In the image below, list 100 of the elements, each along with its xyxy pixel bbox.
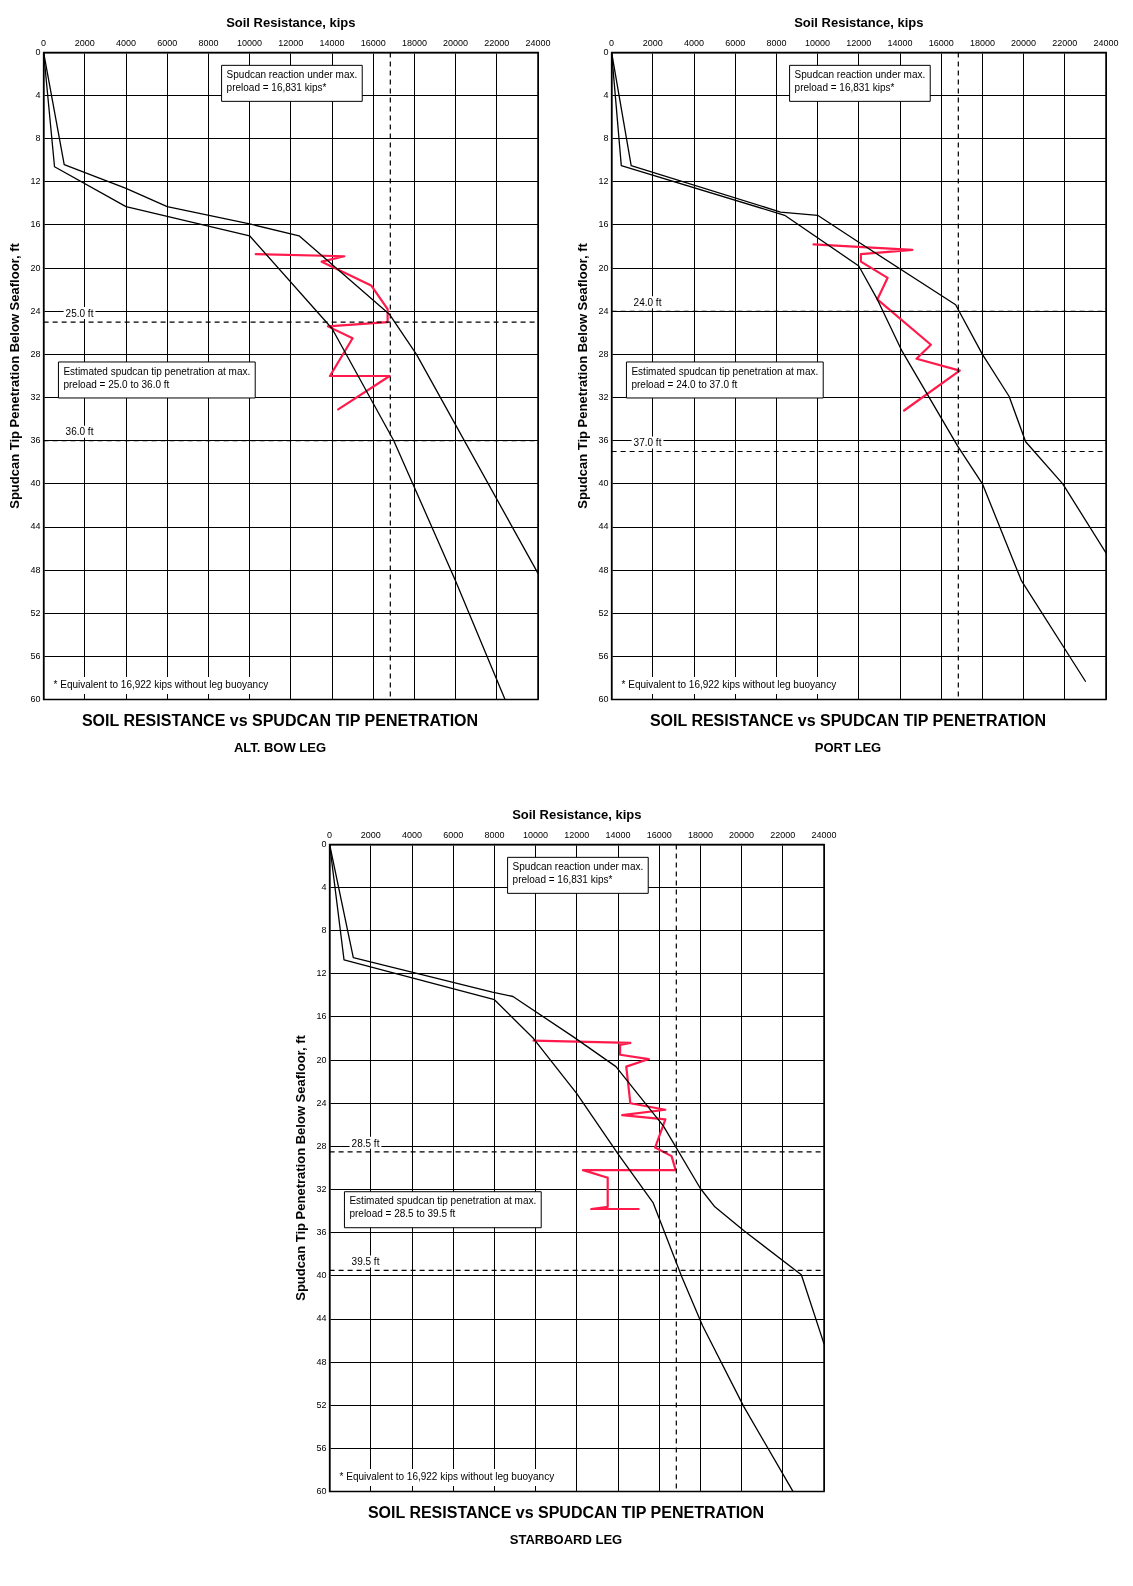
text: ALT. BOW LEG — [232, 740, 328, 755]
y-tick-label: 4 — [603, 90, 609, 101]
text: SOIL RESISTANCE vs SPUDCAN TIP PENETRATION — [648, 712, 1048, 730]
x-tick-label: 2000 — [642, 38, 663, 49]
x-tick-label: 20000 — [729, 830, 755, 841]
x-tick-label: 18000 — [401, 38, 427, 49]
y-tick-label: 44 — [316, 1313, 327, 1324]
x-tick-label: 22000 — [770, 830, 796, 841]
y-tick-label: 32 — [30, 392, 41, 403]
y-tick-label: 12 — [598, 176, 609, 187]
y-tick-label: 52 — [598, 607, 609, 618]
x-tick-label: 6000 — [443, 830, 464, 841]
ref-line-label: 39.5 ft — [351, 1256, 380, 1268]
x-tick-label: 12000 — [278, 38, 304, 49]
y-tick-label: 36 — [598, 435, 609, 446]
text: PORT LEG — [813, 740, 883, 755]
y-tick-label: 56 — [316, 1442, 327, 1453]
y-tick-label: 40 — [30, 478, 41, 489]
ref-line-label: 36.0 ft — [65, 426, 94, 438]
ref-line-label: 24.0 ft — [633, 297, 662, 309]
y-tick-label: 36 — [316, 1227, 327, 1238]
x-tick-label: 14000 — [319, 38, 345, 49]
y-tick-label: 8 — [603, 133, 609, 144]
x-tick-label: 20000 — [1011, 38, 1037, 49]
y-tick-label: 36 — [30, 435, 41, 446]
y-tick-label: 12 — [316, 968, 327, 979]
annotation: Spudcan reaction under max. preload = 16,831 kips* — [512, 861, 644, 886]
y-axis-title: Spudcan Tip Penetration Below Seafloor, ft — [293, 1034, 309, 1301]
y-tick-label: 24 — [30, 305, 41, 316]
y-tick-label: 60 — [598, 694, 609, 705]
x-tick-label: 10000 — [523, 830, 549, 841]
y-tick-label: 24 — [598, 305, 609, 316]
x-tick-label: 2000 — [74, 38, 95, 49]
x-tick-label: 18000 — [969, 38, 995, 49]
x-tick-label: 6000 — [725, 38, 746, 49]
y-tick-label: 0 — [603, 46, 609, 57]
x-tick-label: 24000 — [811, 830, 837, 841]
y-tick-label: 60 — [316, 1486, 327, 1497]
y-tick-label: 16 — [316, 1011, 327, 1022]
y-tick-label: 12 — [30, 176, 41, 187]
x-tick-label: 4000 — [115, 38, 137, 49]
x-tick-label: 10000 — [237, 38, 263, 49]
x-tick-label: 18000 — [687, 830, 713, 841]
x-tick-label: 8000 — [484, 830, 505, 841]
x-tick-label: 22000 — [1052, 38, 1078, 49]
y-tick-label: 32 — [316, 1184, 327, 1195]
y-tick-label: 16 — [30, 219, 41, 230]
y-tick-label: 16 — [598, 219, 609, 230]
y-tick-label: 4 — [35, 90, 41, 101]
y-tick-label: 32 — [598, 392, 609, 403]
y-tick-label: 20 — [598, 262, 609, 273]
y-tick-label: 48 — [316, 1356, 327, 1367]
annotation: * Equivalent to 16,922 kips without leg buoyancy — [339, 1470, 555, 1482]
annotation: Spudcan reaction under max. preload = 16,831 kips* — [794, 69, 926, 94]
y-tick-label: 20 — [316, 1054, 327, 1065]
y-tick-label: 28 — [316, 1140, 327, 1151]
x-tick-label: 14000 — [605, 830, 631, 841]
x-tick-label: 6000 — [157, 38, 178, 49]
x-tick-label: 4000 — [683, 38, 705, 49]
x-tick-label: 24000 — [525, 38, 551, 49]
y-tick-label: 44 — [30, 521, 41, 532]
x-tick-label: 22000 — [484, 38, 510, 49]
x-tick-label: 4000 — [401, 830, 423, 841]
text: SOIL RESISTANCE vs SPUDCAN TIP PENETRATION — [366, 1504, 766, 1522]
y-tick-label: 8 — [321, 925, 327, 936]
annotation: * Equivalent to 16,922 kips without leg buoyancy — [621, 678, 837, 690]
y-tick-label: 48 — [598, 564, 609, 575]
y-tick-label: 0 — [35, 46, 41, 57]
y-tick-label: 40 — [598, 478, 609, 489]
x-tick-label: 20000 — [443, 38, 469, 49]
y-tick-label: 52 — [316, 1399, 327, 1410]
x-axis-title: Soil Resistance, kips — [226, 15, 356, 31]
x-tick-label: 8000 — [198, 38, 219, 49]
annotation: Estimated spudcan tip penetration at max. preload = 28.5 to 39.5 ft — [349, 1195, 537, 1220]
ref-line-label: 25.0 ft — [65, 307, 94, 319]
x-tick-label: 16000 — [360, 38, 386, 49]
y-tick-label: 56 — [598, 650, 609, 661]
x-tick-label: 2000 — [360, 830, 381, 841]
annotation: Estimated spudcan tip penetration at max. preload = 24.0 to 37.0 ft — [631, 365, 819, 390]
y-tick-label: 48 — [30, 564, 41, 575]
y-tick-label: 44 — [598, 521, 609, 532]
y-tick-label: 4 — [321, 882, 327, 893]
y-tick-label: 28 — [30, 348, 41, 359]
x-tick-label: 8000 — [766, 38, 787, 49]
text: SOIL RESISTANCE vs SPUDCAN TIP PENETRATION — [80, 712, 480, 730]
x-tick-label: 12000 — [564, 830, 590, 841]
y-tick-label: 40 — [316, 1270, 327, 1281]
y-tick-label: 8 — [35, 133, 41, 144]
ref-line-label: 37.0 ft — [633, 437, 662, 449]
x-tick-label: 10000 — [805, 38, 831, 49]
y-tick-label: 0 — [321, 838, 327, 849]
y-tick-label: 60 — [30, 694, 41, 705]
y-tick-label: 56 — [30, 650, 41, 661]
x-tick-label: 24000 — [1093, 38, 1119, 49]
x-axis-title: Soil Resistance, kips — [794, 15, 924, 31]
text: STARBOARD LEG — [508, 1532, 624, 1547]
y-tick-label: 24 — [316, 1097, 327, 1108]
annotation: * Equivalent to 16,922 kips without leg buoyancy — [53, 678, 269, 690]
x-tick-label: 12000 — [846, 38, 872, 49]
annotation: Spudcan reaction under max. preload = 16,831 kips* — [226, 69, 358, 94]
